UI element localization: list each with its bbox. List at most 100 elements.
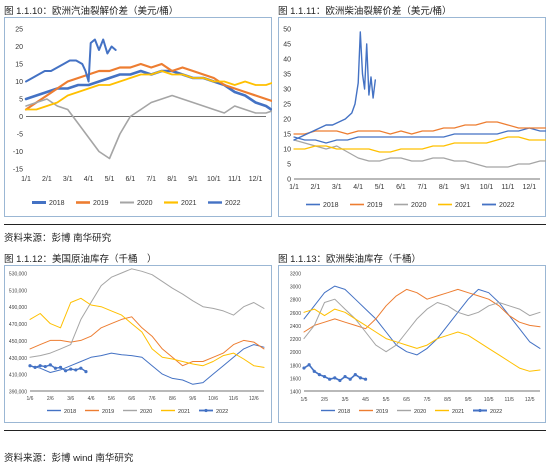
legend-label-2020: 2020 [140,409,152,415]
chart-diesel-crack: 0 5 10 15 20 25 30 35 40 45 50 1/1 2/1 3/1 4/1 5/1 6/1 7/… [278,17,546,217]
x-tick-label: 5/5 [383,397,390,403]
series-line-2019 [293,121,546,135]
x-tick-label: 9/1 [460,184,470,191]
legend-label-2021: 2021 [181,200,197,207]
x-tick-label: 6/6 [128,396,135,402]
x-tick-label: 4/1 [84,176,94,183]
series-point-2022 [33,365,37,369]
y-tick-label: -10 [13,149,23,156]
x-tick-label: 8/1 [439,184,449,191]
y-tick-label: 0 [19,114,23,121]
divider-bottom [4,430,546,431]
x-tick-label: 11/5 [505,397,515,403]
y-tick-label: 10 [15,79,23,86]
x-tick-label: 3/5 [342,397,349,403]
x-tick-label: 12/6 [249,396,259,402]
series-point-2022 [302,366,306,370]
x-tick-label: 9/5 [465,397,472,403]
y-tick-label: 5 [287,162,291,169]
caption-eu-diesel-inventory: 图 1.1.13：欧洲柴油库存（千桶） [278,254,422,265]
x-tick-label: 11/1 [228,176,241,183]
x-tick-label: 7/1 [417,184,427,191]
y-tick-label: 2200 [290,337,301,343]
series-point-2022 [64,369,68,373]
x-tick-label: 3/1 [332,184,342,191]
x-tick-label: 2/6 [47,396,54,402]
chart-us-crude-inventory: 390,000 410,000 430,000 450,000 470,000 490,0… [4,265,272,423]
legend-label-2019: 2019 [102,409,114,415]
x-tick-label: 2/1 [42,176,52,183]
y-tick-label: 450,000 [9,339,27,345]
x-tick-label: 11/1 [501,184,514,191]
x-tick-label: 10/1 [207,176,221,183]
chart-frame [278,265,546,423]
series-line-2021 [25,70,272,111]
series-point-2022 [43,364,47,369]
legend-label-2020: 2020 [137,200,153,207]
y-tick-label: 2600 [290,311,301,317]
x-tick-label: 10/6 [208,396,218,402]
x-tick-label: 5/1 [375,184,385,191]
series-point-2022 [317,373,321,377]
legend-label-2021: 2021 [178,409,190,415]
y-tick-label: 35 [283,72,291,79]
series-point-2022 [38,364,42,368]
x-tick-label: 10/5 [484,397,494,403]
legend-marker-2022 [478,408,482,413]
y-tick-label: 410,000 [9,373,27,379]
y-tick-label: 3200 [290,272,301,278]
series-point-2022 [79,366,83,370]
series-line-2019 [303,288,541,333]
x-tick-label: 7/1 [146,176,156,183]
y-tick-label: -15 [13,167,23,174]
x-tick-label: 4/5 [362,397,369,403]
x-tick-label: 2/1 [311,184,321,191]
y-tick-label: 10 [283,147,291,154]
x-tick-label: 10/1 [480,184,494,191]
y-tick-label: 1800 [290,363,301,369]
chart-gasoline-crack: -15 -10 -5 0 5 10 15 20 25 1/1 2/1 3/1 4/1 5/1 6/1 7/1 8… [4,17,272,217]
x-tick-label: 9/6 [189,396,196,402]
x-tick-label: 9/1 [188,176,198,183]
y-tick-label: 40 [283,57,291,64]
series-line-2018 [303,285,541,356]
legend-label-2021: 2021 [452,409,464,415]
y-tick-label: -5 [17,132,23,139]
y-tick-label: 490,000 [9,305,27,311]
legend-label-2022: 2022 [225,200,241,207]
x-tick-label: 6/5 [403,397,410,403]
series-point-2022 [353,373,357,377]
legend-label-2022: 2022 [499,202,515,209]
legend-label-2018: 2018 [49,200,65,207]
y-tick-label: 25 [15,27,23,34]
y-tick-label: 1400 [290,390,301,396]
x-tick-label: 8/1 [167,176,177,183]
series-point-2022 [58,365,63,369]
series-line-2021 [29,297,265,368]
y-tick-label: 2000 [290,350,301,356]
y-tick-label: 50 [283,27,291,34]
caption-us-crude-inventory: 图 1.1.12：美国原油库存（千桶 ） [4,254,157,265]
caption-gasoline-crack: 图 1.1.10：欧洲汽油裂解价差（美元/桶） [4,6,179,17]
series-line-2019 [24,62,272,111]
series-point-2022 [338,378,342,383]
x-tick-label: 3/1 [63,176,73,183]
x-tick-label: 12/5 [525,397,535,403]
series-line-2022 [25,38,117,83]
series-line-2020 [293,139,546,168]
legend-label-2018: 2018 [64,409,76,415]
legend-label-2018: 2018 [338,409,350,415]
series-point-2022 [358,376,363,380]
series-point-2022 [343,374,347,379]
legend-label-2020: 2020 [414,409,426,415]
y-tick-label: 430,000 [9,356,27,362]
series-point-2022 [28,364,32,368]
y-tick-label: 510,000 [9,288,27,294]
x-tick-label: 12/1 [522,184,536,191]
series-line-2020 [25,94,272,160]
series-line-2019 [29,316,265,367]
legend-label-2021: 2021 [455,202,471,209]
x-tick-label: 11/6 [229,396,239,402]
y-tick-label: 5 [19,97,23,104]
y-tick-label: 1600 [290,376,301,382]
